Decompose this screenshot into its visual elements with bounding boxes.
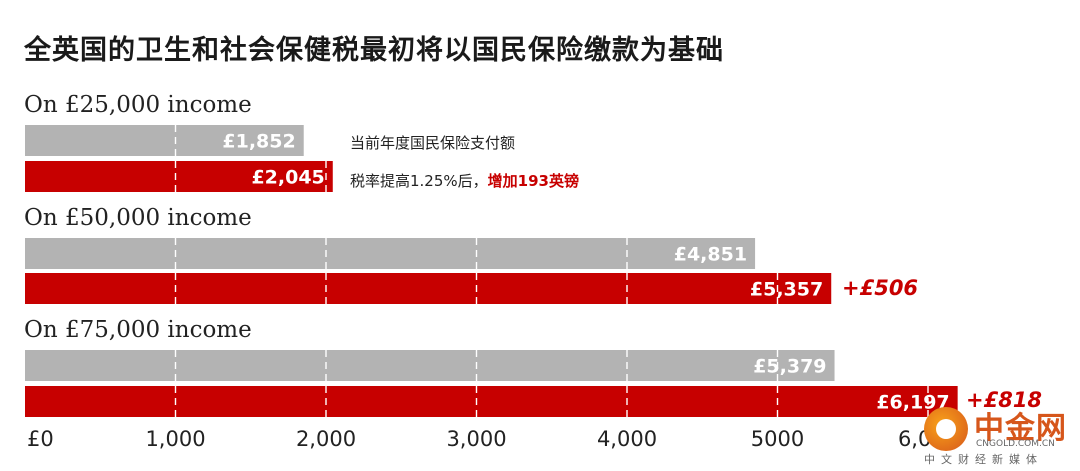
watermark-logo-icon xyxy=(924,407,968,451)
group-label-75000: On £75,000 income xyxy=(24,317,252,343)
x-tick-label-0: £0 xyxy=(27,427,54,451)
legend-increase: 税率提高1.25%后，增加193英镑 xyxy=(350,170,579,191)
bar-label-new-2: £6,197 xyxy=(876,392,949,414)
group-label-25000: On £25,000 income xyxy=(24,92,252,118)
legend-current: 当前年度国民保险支付额 xyxy=(350,134,516,152)
bar-current-1 xyxy=(25,238,756,269)
diff-label-50000: +£506 xyxy=(842,276,919,300)
group-label-50000: On £50,000 income xyxy=(24,205,252,231)
bar-current-0 xyxy=(25,125,304,156)
x-tick-label-5: 5000 xyxy=(751,427,804,451)
legend-increase-highlight: 增加193英镑 xyxy=(487,172,579,190)
x-tick-label-4: 4,000 xyxy=(597,427,657,451)
bar-current-2 xyxy=(25,350,835,381)
chart-title: 全英国的卫生和社会保健税最初将以国民保险缴款为基础 xyxy=(24,35,724,66)
watermark-url: CNGOLD.COM.CN xyxy=(976,439,1055,449)
watermark-logo: 中金网 CNGOLD.COM.CN 中文财经新媒体 xyxy=(924,403,1074,466)
bar-new-1 xyxy=(25,273,832,304)
legend-increase-prefix: 税率提高1.25%后， xyxy=(350,172,488,190)
diff-label-75000: +£818 xyxy=(966,388,1043,412)
watermark-tagline: 中文财经新媒体 xyxy=(924,453,1043,466)
x-tick-label-2: 2,000 xyxy=(296,427,356,451)
bar-label-current-0: £1,852 xyxy=(222,131,295,153)
bar-new-0 xyxy=(25,161,333,192)
bar-label-new-0: £2,045 xyxy=(251,167,324,189)
x-tick-label-1: 1,000 xyxy=(145,427,205,451)
x-tick-label-3: 3,000 xyxy=(446,427,506,451)
bar-label-current-1: £4,851 xyxy=(674,244,747,266)
bar-new-2 xyxy=(25,386,958,417)
bar-label-current-2: £5,379 xyxy=(753,356,826,378)
bar-label-new-1: £5,357 xyxy=(750,279,823,301)
watermark-name: 中金网 xyxy=(974,411,1067,446)
